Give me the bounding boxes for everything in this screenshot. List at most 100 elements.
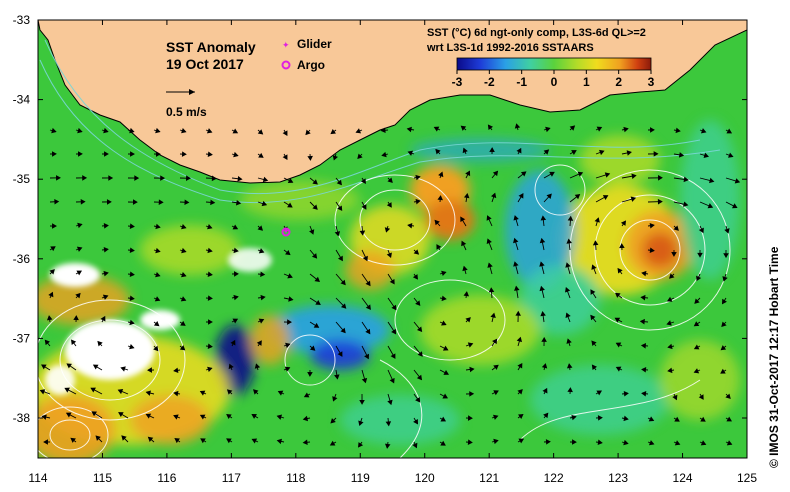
colorbar-ticks: -3 -2 -1 0 1 2 3 [452,70,655,89]
velocity-arrow-head [313,322,320,328]
velocity-arrow-head [412,442,418,449]
velocity-arrow-head [232,128,239,134]
velocity-arrow-head [211,175,217,182]
y-tick-label: -38 [13,411,31,425]
velocity-arrow-head [66,363,72,369]
velocity-arrow-head [49,269,55,275]
velocity-arrow-head [311,253,318,259]
velocity-arrow-head [442,393,448,399]
velocity-arrow-head [153,345,159,352]
velocity-arrow-head [287,273,293,279]
velocity-arrow-head [463,192,470,199]
velocity-arrow-head [155,127,161,134]
velocity-arrow-head [615,342,622,348]
velocity-arrow-head [199,414,206,420]
velocity-arrow-head [440,440,446,446]
velocity-arrow-head [287,178,294,183]
velocity-arrow-head [592,240,599,246]
velocity-arrow-head [467,415,473,421]
plot-frame [37,19,748,459]
velocity-arrow-head [696,275,702,282]
velocity-arrow-head [357,153,363,160]
velocity-arrow-head [683,176,689,183]
velocity-arrow-head [129,127,135,134]
velocity-arrow-head [566,238,572,244]
velocity-arrow-head [614,317,621,323]
velocity-arrow-head [120,366,126,372]
velocity-arrow-head [487,262,493,268]
velocity-arrow-head [207,343,213,349]
velocity-arrow-head [253,389,259,395]
velocity-arrow-head [435,148,441,155]
velocity-arrow-head [433,126,440,132]
velocity-arrow-head [489,147,495,153]
velocity-arrow-head [413,418,419,425]
velocity-arrow-head [206,128,213,134]
colorbar-tick-label: -3 [452,75,463,89]
velocity-arrow-head [653,151,659,157]
velocity-arrow-head [260,271,266,277]
velocity-arrow-head [649,222,655,229]
plot-area: ✦ [38,20,747,458]
ssh-contours [38,164,731,458]
velocity-arrow-head [39,389,46,395]
velocity-arrow-head [731,203,738,209]
velocity-arrow-head [359,399,365,405]
velocity-arrow-head [700,128,707,134]
velocity-arrow-head [106,199,112,205]
velocity-arrow-head [726,416,733,422]
velocity-arrow-head [50,246,56,252]
velocity-arrow-head [487,124,494,131]
velocity-arrow-head [71,339,77,346]
velocity-arrow-head [360,178,366,184]
argo-legend-label: Argo [297,58,325,72]
velocity-arrow-head [154,296,161,302]
velocity-arrow-head [516,147,522,154]
velocity-arrow-head [460,216,466,223]
velocity-arrow-head [513,237,519,244]
velocity-arrow-head [309,345,316,351]
velocity-arrow-head [95,435,101,441]
velocity-arrow-head [104,151,109,157]
no-data-patches [45,248,272,395]
velocity-arrow-head [258,248,265,254]
velocity-arrow-head [384,227,391,233]
velocity-arrow-head [160,175,166,181]
velocity-arrow-head [180,320,186,326]
velocity-arrow-head [620,220,627,226]
velocity-arrow-head [103,246,109,253]
velocity-arrow-head [648,416,655,422]
velocity-arrow-head [337,205,343,212]
velocity-arrow-head [721,298,727,305]
velocity-arrow-head [130,151,135,157]
velocity-arrow-head [207,366,213,373]
velocity-arrow-head [251,413,257,419]
velocity-arrow-head [407,222,413,229]
velocity-arrow-head [541,363,548,369]
velocity-arrow-head [539,237,546,244]
velocity-arrow-head [442,345,449,351]
velocity-arrow-head [52,223,57,229]
velocity-arrow-head [226,389,233,395]
velocity-arrow-head [594,217,600,223]
velocity-arrow-head [723,253,729,259]
velocity-arrow-head [490,312,496,319]
x-tick-label: 115 [93,471,112,485]
velocity-arrow-head [591,340,597,346]
velocity-arrow-head [314,276,321,282]
velocity-arrow-head [493,414,499,420]
velocity-arrow-head [361,377,368,384]
velocity-arrow-head [700,416,706,422]
velocity-arrow-head [667,367,673,374]
velocity-arrow-head [493,364,499,370]
velocity-arrow-head [539,261,545,267]
velocity-arrow-head [251,438,258,444]
velocity-arrow-head [698,227,704,234]
velocity-arrow-head [640,294,646,301]
velocity-scale-label: 0.5 m/s [166,105,207,119]
glider-marker: ✦ [282,226,290,236]
velocity-arrow-head [145,413,152,419]
velocity-arrow-head [232,318,239,324]
velocity-arrow-head [43,439,48,445]
velocity-arrow-head [173,390,179,397]
